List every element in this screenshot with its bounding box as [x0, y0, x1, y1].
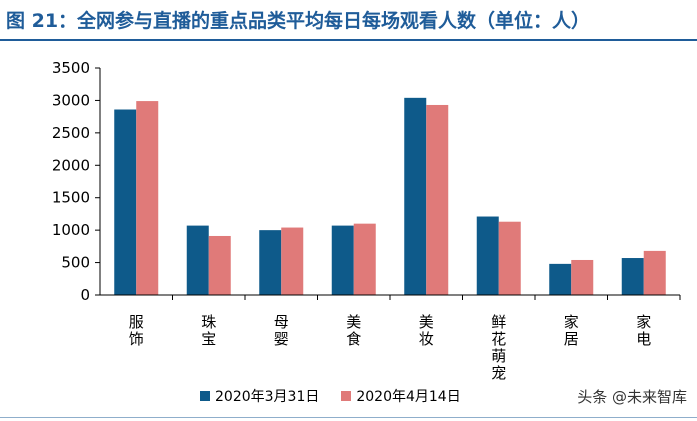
- bar-series-2-5: [426, 104, 449, 296]
- bar-series-1-3: [259, 230, 282, 295]
- legend: 2020年3月31日 2020年4月14日: [200, 386, 461, 406]
- watermark-text: 头条 @未来智库: [577, 388, 687, 406]
- legend-swatch-series-2: [341, 391, 352, 401]
- legend-item-series-2: 2020年4月14日: [341, 386, 461, 406]
- x-category-label: 服饰: [129, 313, 144, 348]
- x-category-label: 珠宝: [201, 313, 216, 348]
- bottom-rule: [0, 417, 697, 418]
- legend-item-series-1: 2020年3月31日: [200, 386, 319, 406]
- bar-series-1-4: [331, 225, 354, 295]
- page-title: 图 21：全网参与直播的重点品类平均每日每场观看人数（单位：人）: [6, 10, 591, 32]
- bar-series-1-1: [114, 109, 137, 295]
- x-category-label: 家电: [636, 313, 651, 348]
- bar-series-1-7: [549, 263, 572, 295]
- bar-series-1-2: [186, 225, 209, 295]
- legend-label-series-2: 2020年4月14日: [356, 389, 461, 405]
- y-tick-label: 2500: [52, 124, 90, 142]
- bar-series-1-6: [476, 216, 499, 295]
- bar-series-1-5: [404, 97, 427, 295]
- x-category-label: 鲜花萌宠: [491, 313, 506, 382]
- x-axis: 服饰 珠宝 母婴 美食 美妆 鲜花萌宠 家居 家电: [100, 294, 681, 382]
- y-tick-label: 1000: [52, 221, 90, 239]
- bars-group: [114, 97, 666, 296]
- bar-series-2-1: [136, 101, 159, 295]
- bar-series-2-2: [208, 235, 231, 295]
- y-tick-label: 500: [61, 254, 90, 272]
- y-tick-label: 1500: [52, 189, 90, 207]
- y-tick-label: 3500: [52, 59, 90, 77]
- y-tick-label: 2000: [52, 156, 90, 174]
- y-axis: 0 500 1000 1500 2000 2500 3000 3500: [52, 59, 101, 304]
- legend-label-series-1: 2020年3月31日: [215, 389, 320, 405]
- x-category-label: 美妆: [419, 313, 434, 348]
- x-category-label: 母婴: [274, 313, 289, 348]
- bar-series-2-3: [281, 227, 304, 295]
- x-category-label: 美食: [346, 313, 361, 348]
- y-tick-label: 0: [80, 286, 90, 304]
- title-underline: [0, 39, 697, 41]
- bar-series-1-8: [621, 258, 644, 295]
- legend-swatch-series-1: [200, 391, 210, 401]
- bar-series-2-8: [643, 250, 666, 295]
- x-category-label: 家居: [564, 313, 579, 348]
- bar-series-2-4: [353, 223, 376, 295]
- bar-series-2-7: [571, 259, 594, 295]
- bar-series-2-6: [498, 221, 521, 295]
- y-tick-label: 3000: [52, 91, 90, 109]
